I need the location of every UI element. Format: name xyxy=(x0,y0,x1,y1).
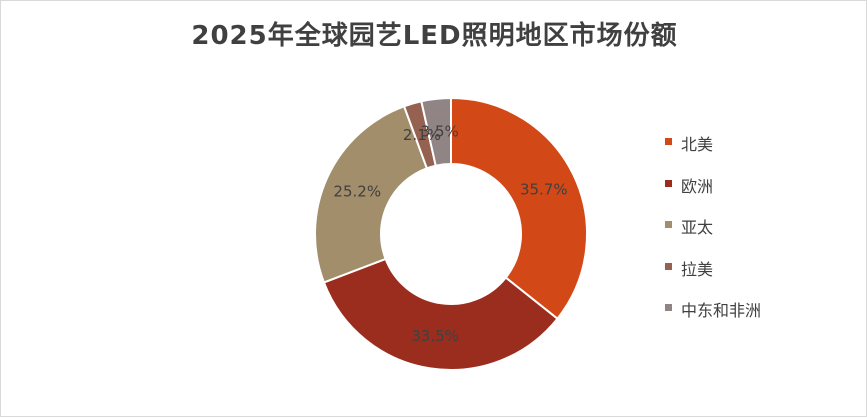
data-label-asia-pacific: 25.2% xyxy=(333,182,381,200)
legend-label-north-america: 北美 xyxy=(681,135,714,154)
data-label-north-america: 35.7% xyxy=(520,180,568,198)
donut-slice-north-america xyxy=(450,96,588,321)
donut-slice-asia-pacific xyxy=(314,105,429,284)
legend-swatch-north-america xyxy=(665,138,672,145)
data-label-middle-east-africa: 3.5% xyxy=(421,123,459,141)
chart-title: 2025年全球园艺LED照明地区市场份额 xyxy=(191,21,678,51)
legend-swatch-europe xyxy=(665,179,672,187)
legend-label-middle-east-africa: 中东和非洲 xyxy=(681,301,762,320)
legend-label-asia-pacific: 亚太 xyxy=(681,218,714,237)
data-label-latin-america: 2.1% xyxy=(403,126,441,144)
donut-slice-europe xyxy=(322,257,559,371)
donut-slices xyxy=(314,96,588,371)
data-label-europe: 33.5% xyxy=(411,327,459,345)
legend-swatch-asia-pacific xyxy=(665,221,672,228)
legend-label-europe: 欧洲 xyxy=(681,176,714,196)
donut-data-labels: 35.7% 33.5% 25.2% 2.1%3.5% xyxy=(333,123,567,345)
legend-swatch-latin-america xyxy=(665,262,672,270)
legend-swatch-middle-east-africa xyxy=(665,304,672,311)
donut-slice-middle-east-africa xyxy=(420,96,452,167)
legend-label-latin-america: 拉美 xyxy=(681,259,714,279)
